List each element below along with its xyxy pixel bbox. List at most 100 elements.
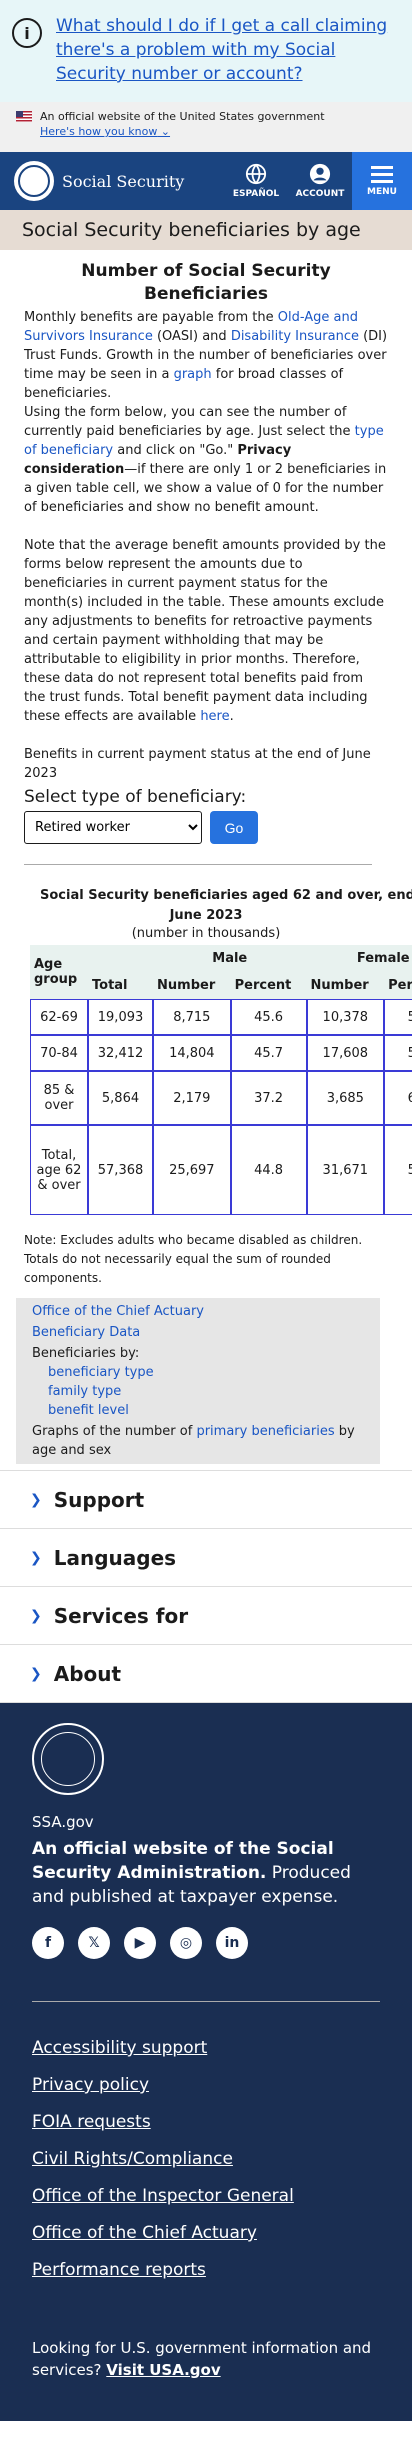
twitter-icon[interactable]: 𝕏	[78, 1927, 110, 1959]
accordion-about[interactable]: ❯ About	[0, 1644, 412, 1702]
us-flag-icon	[16, 111, 32, 122]
alert-banner: i What should I do if I get a call claim…	[0, 0, 412, 102]
footer-link[interactable]: Accessibility support	[32, 2038, 208, 2058]
account-button[interactable]: ACCOUNT	[288, 152, 352, 210]
table-cell-total: 32,412	[88, 1035, 154, 1071]
table-cell-age: 70-84	[30, 1035, 88, 1071]
table-cell-total: 5,864	[88, 1071, 154, 1125]
site-footer: SSA.gov An official website of the Socia…	[0, 1703, 412, 2421]
alert-link[interactable]: What should I do if I get a call claimin…	[56, 16, 388, 84]
table-cell-mpct: 37.2	[230, 1071, 307, 1125]
menu-button[interactable]: MENU	[352, 152, 412, 210]
table-row: Total, age 62 & over 57,368 25,697 44.8 31,6…	[30, 1125, 412, 1215]
table-note: Note: Excludes adults who became disable…	[24, 1233, 363, 1285]
chevron-right-icon: ❯	[30, 1549, 42, 1566]
site-brand[interactable]: Social Security	[62, 171, 185, 191]
table-cell-age: 85 & over	[30, 1071, 88, 1125]
here-link[interactable]: here	[200, 709, 230, 724]
female-percent-header: Percent	[388, 978, 412, 993]
divider	[24, 864, 372, 865]
age-group-header: Age group	[34, 957, 78, 987]
form-instructions: Using the form below, you can see the nu…	[24, 405, 387, 515]
table-cell-mnum: 14,804	[153, 1035, 231, 1071]
table-cell-fpct: 55.2	[384, 1125, 412, 1215]
footer-link[interactable]: Office of the Chief Actuary	[32, 2223, 257, 2243]
gov-banner: An official website of the United States…	[0, 102, 412, 152]
beneficiaries-table: Age group Total Male Female Number Perce…	[30, 945, 412, 1215]
chevron-right-icon: ❯	[30, 1665, 42, 1682]
footer-site-name: SSA.gov	[32, 1813, 94, 1831]
accordion-languages[interactable]: ❯ Languages	[0, 1528, 412, 1586]
female-header: Female	[356, 951, 410, 966]
table-cell-age: Total, age 62 & over	[30, 1125, 88, 1215]
table-cell-fpct: 62.8	[384, 1071, 412, 1125]
accordion-label: Languages	[53, 1545, 177, 1570]
oasi-link[interactable]: Old-Age and Survivors Insurance	[24, 310, 358, 344]
graphs-text: Graphs of the number of primary benefici…	[32, 1424, 355, 1458]
table-cell-mnum: 25,697	[153, 1125, 231, 1215]
ssa-logo-icon[interactable]	[14, 161, 54, 201]
language-button[interactable]: ESPAÑOL	[224, 152, 288, 210]
user-icon	[309, 163, 331, 185]
intro-paragraph: Monthly benefits are payable from the Ol…	[24, 310, 388, 401]
how-you-know-link[interactable]: Here's how you know ⌄	[40, 125, 171, 138]
status-text: Benefits in current payment status at th…	[24, 747, 371, 781]
male-percent-header: Percent	[234, 978, 292, 993]
beneficiary-type-link[interactable]: type of beneficiary	[24, 424, 384, 458]
table-cell-fnum: 17,608	[306, 1035, 385, 1071]
table-cell-total: 57,368	[88, 1125, 154, 1215]
table-cell-mpct: 45.6	[230, 999, 307, 1035]
youtube-icon[interactable]: ▶	[124, 1927, 156, 1959]
footer-divider	[32, 2001, 380, 2002]
table-cell-fnum: 10,378	[306, 999, 385, 1035]
instagram-icon[interactable]: ◎	[170, 1927, 202, 1959]
beneficiaries-by-link[interactable]: family type	[48, 1384, 122, 1399]
graph-link[interactable]: graph	[173, 367, 212, 382]
table-cell-fpct: 54.4	[384, 999, 412, 1035]
footer-link[interactable]: Performance reports	[32, 2260, 206, 2280]
di-link[interactable]: Disability Insurance	[230, 329, 359, 344]
usa-gov-text: Looking for U.S. government information …	[32, 2339, 372, 2379]
facebook-icon[interactable]: f	[32, 1927, 64, 1959]
table-cell-mnum: 2,179	[153, 1071, 231, 1125]
linkedin-icon[interactable]: in	[216, 1927, 248, 1959]
usa-gov-link[interactable]: Visit USA.gov	[106, 2361, 221, 2379]
chief-actuary-link[interactable]: Office of the Chief Actuary	[32, 1304, 204, 1319]
footer-link[interactable]: Privacy policy	[32, 2075, 149, 2095]
beneficiary-data-link[interactable]: Beneficiary Data	[32, 1325, 141, 1340]
section-heading: Number of Social Security Beneficiaries	[81, 261, 331, 304]
beneficiaries-by-label: Beneficiaries by:	[32, 1346, 140, 1361]
table-caption: Social Security beneficiaries aged 62 an…	[40, 888, 412, 903]
beneficiary-type-select[interactable]: Retired worker	[24, 811, 202, 844]
site-header: Social Security ESPAÑOL ACCOUNT MENU	[0, 152, 412, 210]
footer-link[interactable]: Office of the Inspector General	[32, 2186, 294, 2206]
benefit-note-paragraph: Note that the average benefit amounts pr…	[24, 538, 386, 724]
hamburger-icon	[371, 166, 393, 183]
table-cell-mnum: 8,715	[153, 999, 231, 1035]
table-cell-mpct: 45.7	[230, 1035, 307, 1071]
primary-beneficiaries-link[interactable]: primary beneficiaries	[196, 1424, 335, 1439]
footer-link[interactable]: Civil Rights/Compliance	[32, 2149, 233, 2169]
related-links-box: Office of the Chief Actuary Beneficiary …	[16, 1298, 380, 1464]
info-icon: i	[12, 18, 42, 48]
footer-link[interactable]: FOIA requests	[32, 2112, 151, 2132]
male-number-header: Number	[157, 978, 216, 993]
table-cell-fnum: 3,685	[306, 1071, 385, 1125]
page-title: Social Security beneficiaries by age	[0, 210, 412, 250]
accordion-support[interactable]: ❯ Support	[0, 1470, 412, 1528]
go-button[interactable]: Go	[210, 811, 258, 844]
male-header: Male	[212, 951, 248, 966]
total-header: Total	[92, 978, 128, 993]
table-subcaption: (number in thousands)	[131, 926, 281, 941]
table-cell-age: 62-69	[30, 999, 88, 1035]
beneficiaries-by-link[interactable]: benefit level	[48, 1403, 129, 1418]
table-cell-fpct: 54.3	[384, 1035, 412, 1071]
accordion-services-for[interactable]: ❯ Services for	[0, 1586, 412, 1644]
gov-banner-text: An official website of the United States…	[40, 110, 325, 123]
table-cell-mpct: 44.8	[230, 1125, 307, 1215]
chevron-right-icon: ❯	[30, 1607, 42, 1624]
beneficiaries-by-link[interactable]: beneficiary type	[48, 1365, 154, 1380]
